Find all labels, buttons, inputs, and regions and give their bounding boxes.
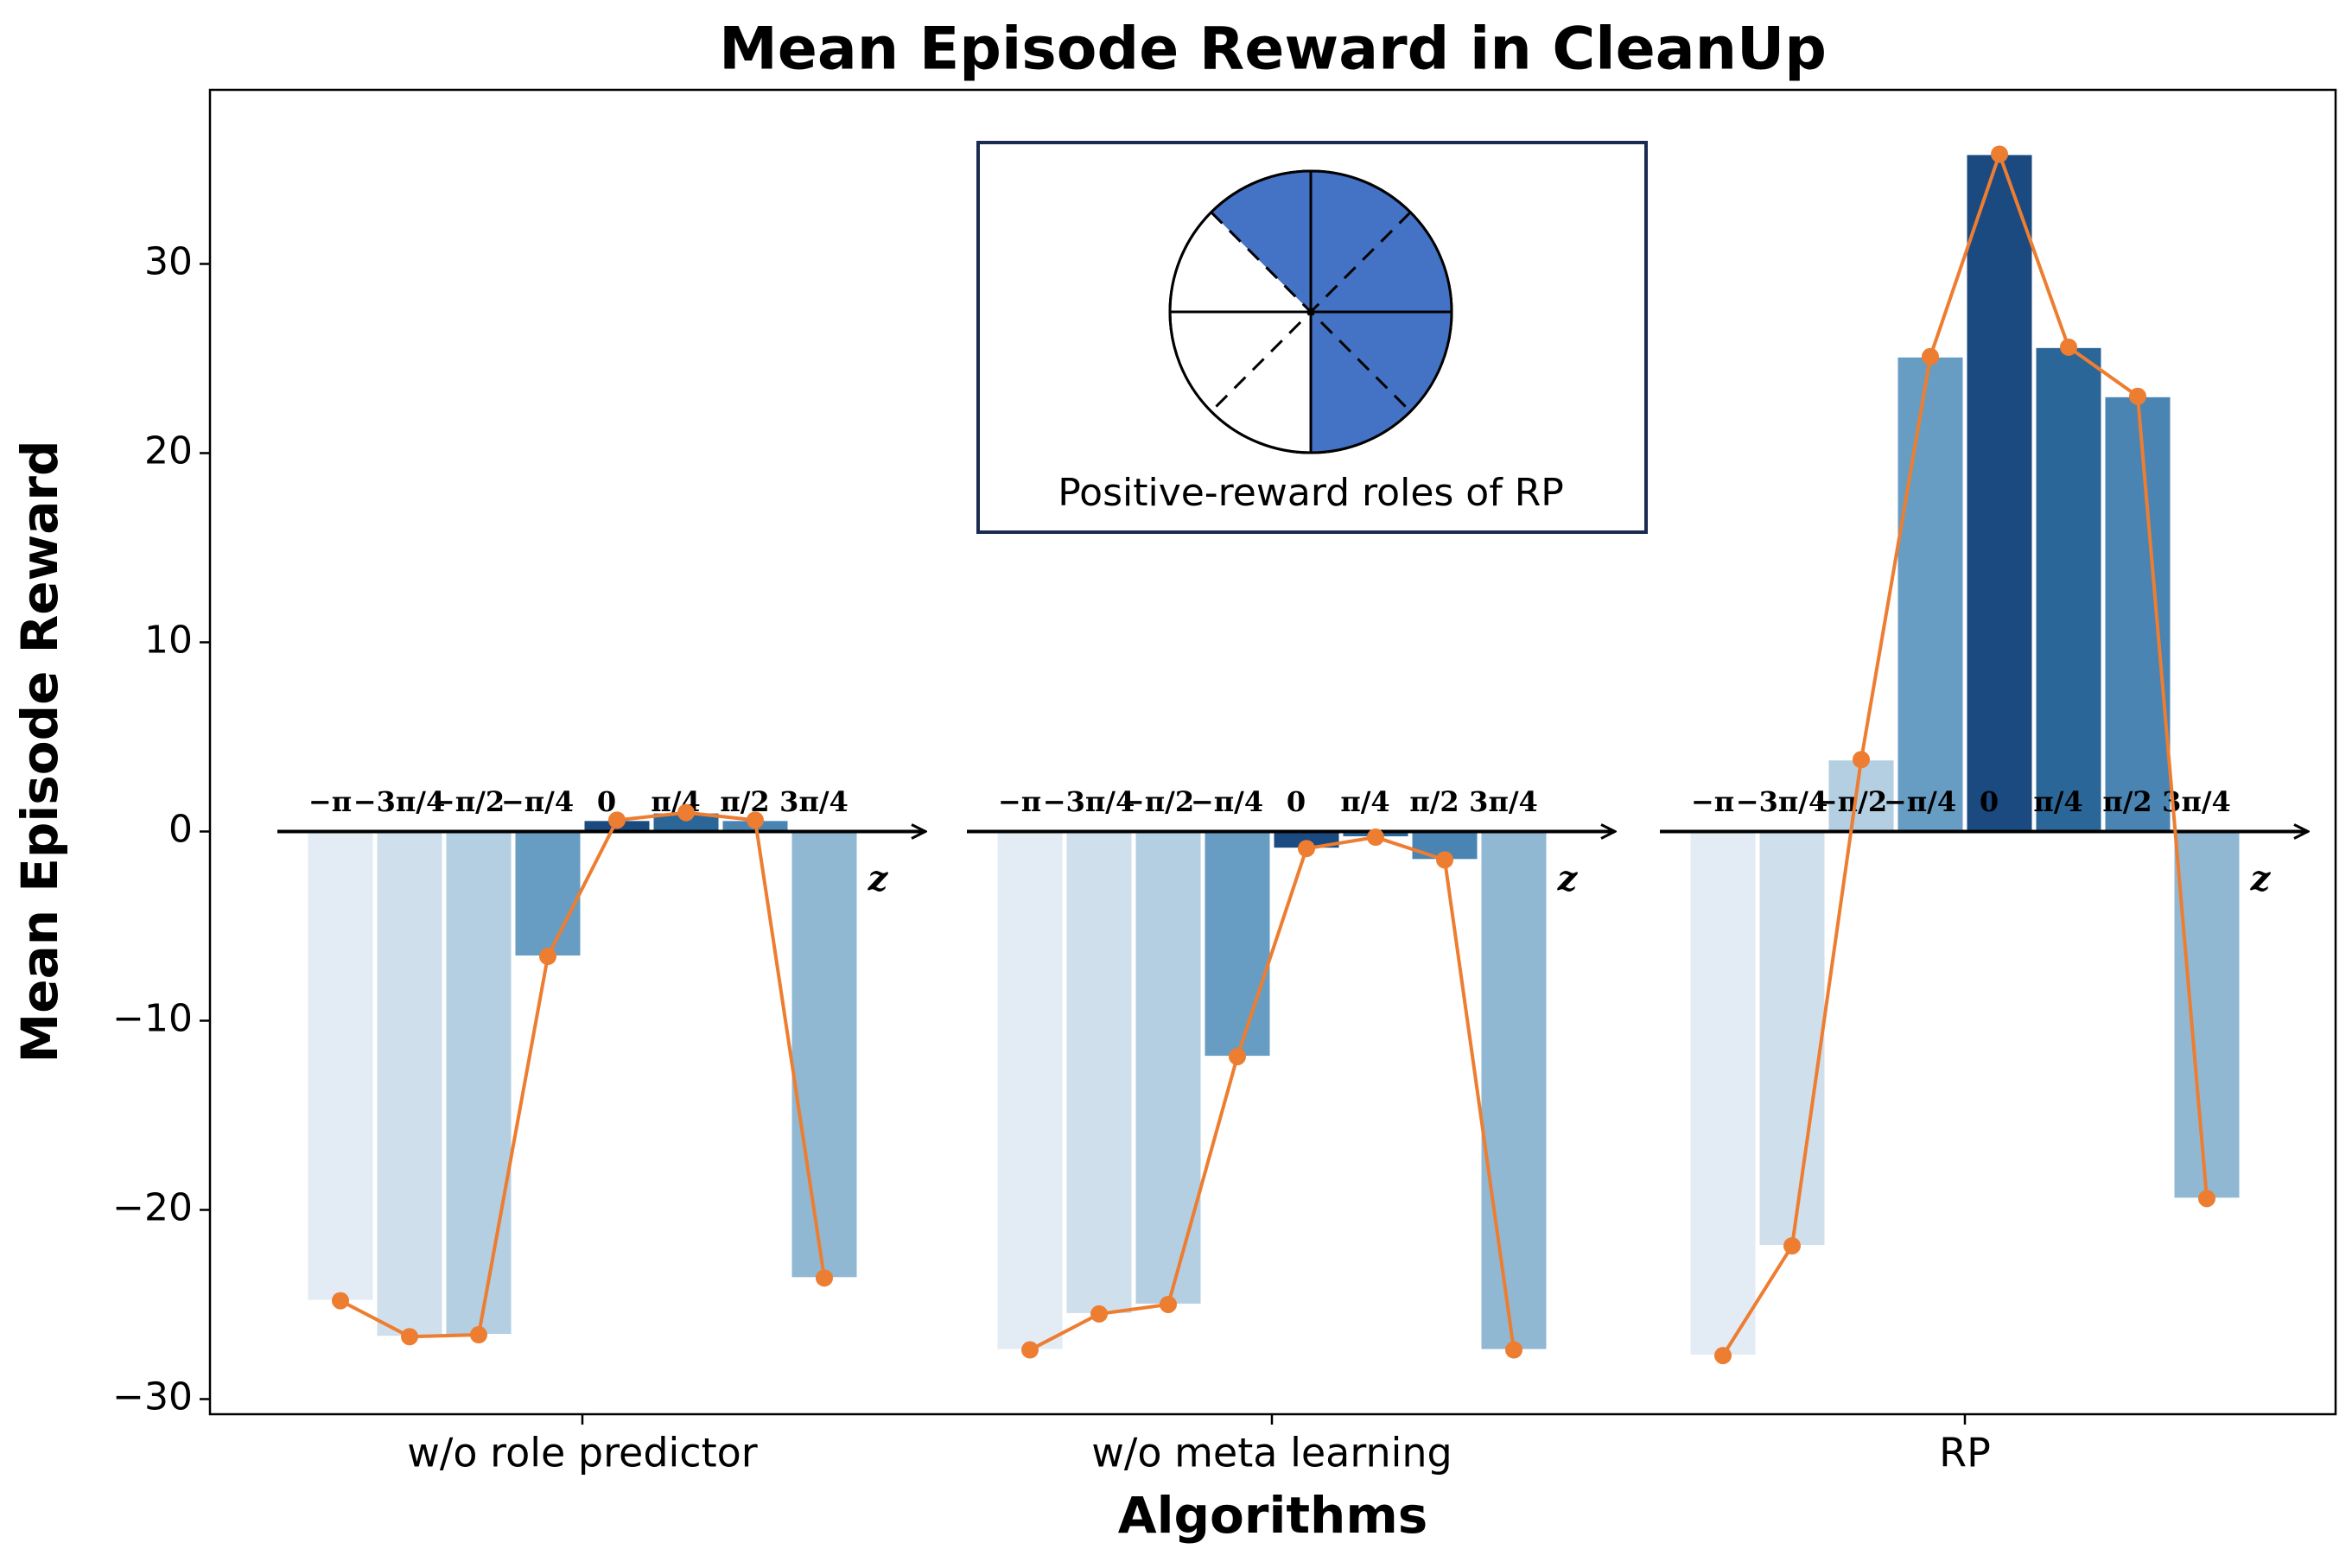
y-tick-label: 0: [168, 807, 193, 851]
role-label: −π/4: [501, 785, 574, 818]
y-tick-label: −20: [112, 1185, 193, 1229]
bar: [1688, 830, 1758, 1357]
chart-title: Mean Episode Reward in CleanUp: [719, 16, 1827, 84]
trend-point: [539, 948, 556, 966]
inset-dashed-line: [1210, 211, 1412, 413]
y-tick-label: −30: [112, 1374, 193, 1419]
trend-point: [1436, 851, 1453, 869]
bar: [1758, 830, 1827, 1247]
role-label: −π: [1691, 785, 1734, 818]
trend-point: [2060, 338, 2077, 356]
x-tick-label: RP: [1939, 1430, 1991, 1476]
role-label: −3π/4: [1043, 785, 1135, 818]
role-label: −3π/4: [1736, 785, 1828, 818]
trend-point: [1090, 1305, 1108, 1323]
role-label: π/4: [2033, 785, 2082, 818]
y-tick-label: 30: [144, 239, 193, 283]
role-label: π/2: [720, 785, 769, 818]
bar: [306, 830, 375, 1302]
role-label: −π/2: [1815, 785, 1887, 818]
role-label: −π/2: [432, 785, 505, 818]
bar: [1896, 355, 1965, 833]
bar: [375, 830, 444, 1338]
trend-point: [1021, 1341, 1039, 1359]
role-label: −π: [998, 785, 1041, 818]
x-axis-title: Algorithms: [1118, 1486, 1428, 1545]
y-tick-label: 10: [144, 618, 193, 662]
role-label: −3π/4: [353, 785, 445, 818]
trend-point: [332, 1292, 349, 1310]
plot-area: z−π −3π/4−π/2−π/4 0 π/4 π/2 3π/4z−π −3π/4−π/2−…: [277, 145, 2308, 1365]
bar: [1203, 830, 1272, 1058]
bar: [1134, 830, 1203, 1305]
trend-point: [816, 1269, 833, 1287]
role-label: −π/4: [1191, 785, 1263, 818]
bar: [2034, 346, 2103, 833]
trend-point: [470, 1326, 487, 1344]
trend-point: [747, 811, 764, 829]
role-label: −π/2: [1122, 785, 1194, 818]
trend-line: [1029, 835, 1516, 1352]
trend-point: [2129, 387, 2146, 405]
role-label: 0: [1287, 785, 1306, 818]
role-label: 3π/4: [779, 785, 849, 818]
bar: [995, 830, 1065, 1351]
trend-point: [1783, 1237, 1801, 1255]
trend-point: [1714, 1347, 1732, 1365]
bar: [2103, 395, 2172, 833]
trend-line: [340, 810, 826, 1339]
trend-point: [677, 803, 695, 822]
trend-point: [1853, 751, 1870, 769]
role-label: π/4: [1340, 785, 1389, 818]
trend-point: [1298, 840, 1315, 858]
sub-axis-label: z: [2250, 858, 2272, 898]
bar: [1065, 830, 1134, 1315]
trend-point: [1922, 347, 1939, 365]
bar: [444, 830, 513, 1336]
bar: [1965, 153, 2034, 833]
sub-axis-label: z: [868, 858, 889, 898]
trend-point: [2198, 1190, 2215, 1208]
trend-point: [1229, 1048, 1246, 1066]
bar: [790, 830, 859, 1279]
y-axis-title: Mean Episode Reward: [10, 441, 69, 1063]
inset-text: Positive-reward roles of RP: [1058, 471, 1564, 515]
bar: [2172, 830, 2241, 1200]
role-label: 3π/4: [1469, 785, 1538, 818]
bar: [1479, 830, 1548, 1351]
trend-point: [401, 1328, 418, 1346]
inset: Positive-reward roles of RP: [976, 141, 1648, 534]
role-label: π/2: [2102, 785, 2152, 818]
x-tick-label: w/o role predictor: [407, 1430, 757, 1476]
trend-point: [1160, 1295, 1177, 1313]
trend-line: [1721, 149, 2209, 1357]
x-tick-label: w/o meta learning: [1091, 1430, 1453, 1476]
trend-point: [1367, 828, 1384, 847]
bar: [513, 830, 582, 958]
y-tick-label: 20: [144, 429, 193, 473]
trend-point: [1991, 145, 2008, 163]
trend-point: [1505, 1341, 1522, 1359]
role-label: 0: [1980, 785, 1999, 818]
trend-point: [608, 811, 626, 829]
role-label: 0: [597, 785, 616, 818]
role-label: −π/4: [1884, 785, 1956, 818]
y-tick-label: −10: [112, 996, 193, 1040]
role-label: π/2: [1409, 785, 1459, 818]
role-label: −π: [308, 785, 352, 818]
sub-axis-label: z: [1557, 858, 1579, 898]
